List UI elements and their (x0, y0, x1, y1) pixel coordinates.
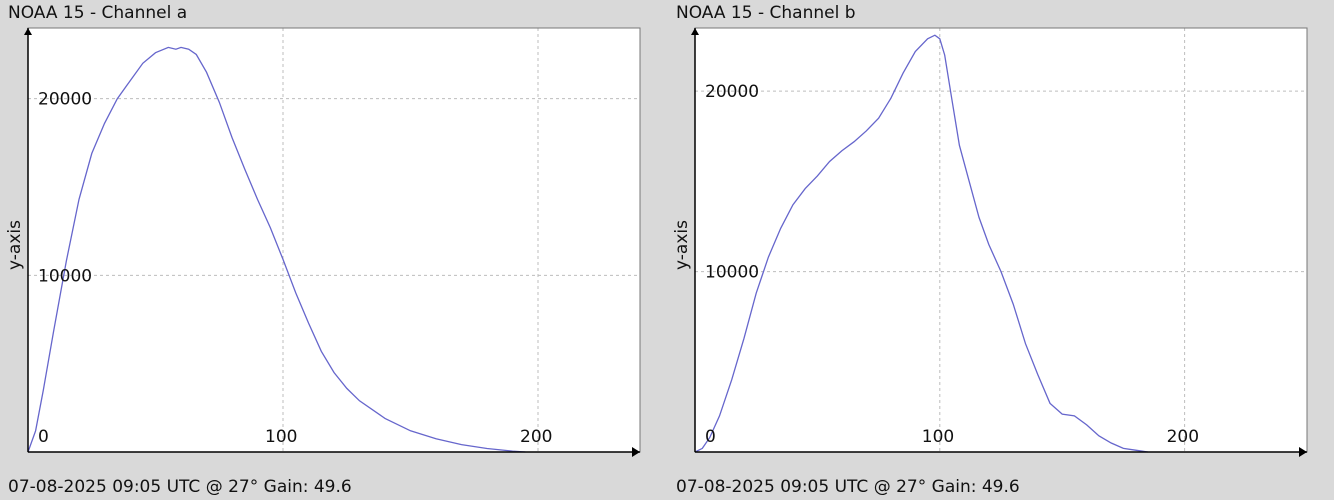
plot-area (695, 28, 1307, 452)
x-tick-label: 100 (922, 427, 954, 447)
chart-a-title: NOAA 15 - Channel a (8, 3, 188, 23)
x-tick-label: 0 (38, 427, 49, 447)
y-axis-arrow (691, 28, 699, 35)
chart-b-footer: 07-08-2025 09:05 UTC @ 27° Gain: 49.6 (676, 477, 1020, 497)
y-axis-label: y-axis (5, 220, 25, 270)
x-tick-label: 0 (705, 427, 716, 447)
x-tick-label: 200 (520, 427, 552, 447)
chart-a-footer: 07-08-2025 09:05 UTC @ 27° Gain: 49.6 (8, 477, 352, 497)
plot-area (28, 28, 640, 452)
chart-b-title: NOAA 15 - Channel b (676, 3, 856, 23)
x-axis-arrow (632, 447, 640, 457)
y-axis-arrow (24, 28, 32, 35)
x-axis-arrow (1299, 447, 1307, 457)
x-tick-label: 200 (1167, 427, 1199, 447)
chart-a: 0 100 200 10000 20000 y-axis (5, 27, 641, 457)
y-axis-label: y-axis (672, 220, 692, 270)
chart-b: 0 100 200 10000 20000 y-axis (672, 27, 1308, 457)
series-line (27, 46, 526, 453)
series-line (694, 34, 1148, 453)
y-tick-label: 10000 (38, 266, 92, 286)
y-tick-label: 20000 (705, 82, 759, 102)
x-tick-label: 100 (265, 427, 297, 447)
y-tick-label: 20000 (38, 90, 92, 110)
y-tick-label: 10000 (705, 263, 759, 283)
